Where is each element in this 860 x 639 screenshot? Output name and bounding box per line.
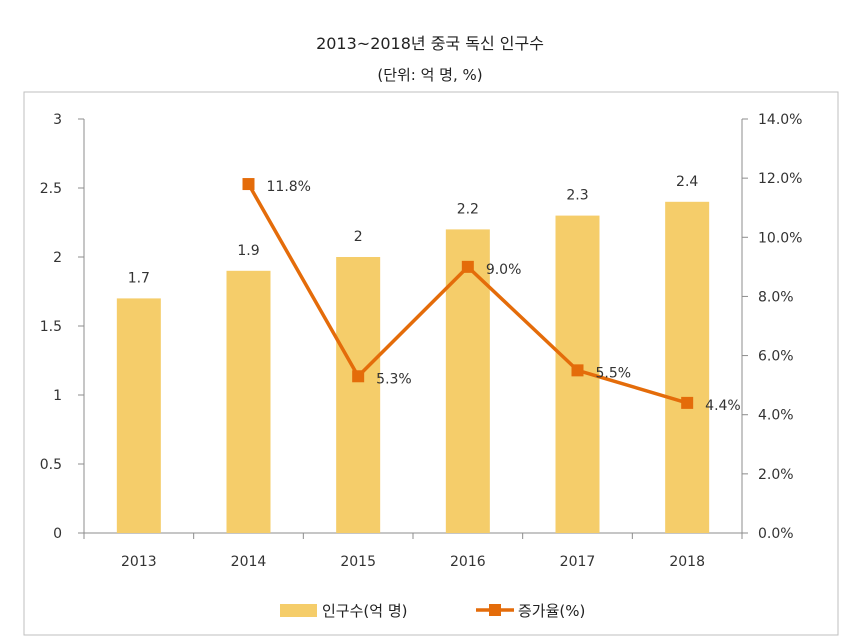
line-data-label: 5.5%	[596, 365, 632, 381]
right-tick-label: 8.0%	[758, 289, 794, 305]
line-point-marker	[352, 370, 365, 383]
chart-title: 2013~2018년 중국 독신 인구수	[316, 34, 544, 53]
left-tick-label: 2.5	[40, 181, 62, 197]
bar	[665, 201, 710, 534]
right-tick-label: 12.0%	[758, 171, 802, 187]
line-series: 11.8% 5.3% 9.0% 5.5% 4.4%	[242, 178, 741, 414]
x-tick-label: 2018	[669, 554, 705, 570]
left-tick-label: 0	[53, 526, 62, 542]
bar-data-label: 2.4	[676, 174, 698, 190]
line-data-label: 11.8%	[267, 179, 311, 195]
line-data-label: 5.3%	[376, 371, 412, 387]
bar-data-label: 1.9	[237, 243, 259, 259]
legend-swatch-bar	[280, 604, 317, 617]
right-tick-label: 4.0%	[758, 408, 794, 424]
line-point-marker	[681, 396, 694, 409]
legend: 인구수(억 명) 증가율(%)	[280, 602, 585, 620]
line-data-label: 4.4%	[705, 398, 741, 414]
axes: 0 0.5 1 1.5 2 2.5 3 0.0% 2.0% 4.0% 6.0% 8.0% 10.0% 12…	[40, 112, 803, 570]
bar	[226, 270, 271, 533]
legend-label-bar: 인구수(억 명)	[322, 602, 407, 620]
left-tick-label: 0.5	[40, 457, 62, 473]
legend-swatch-marker	[489, 604, 501, 616]
right-tick-label: 14.0%	[758, 112, 802, 128]
x-tick-label: 2013	[121, 554, 157, 570]
line-data-label: 9.0%	[486, 262, 522, 278]
x-tick-label: 2014	[231, 554, 267, 570]
bar-data-label: 2.3	[566, 188, 588, 204]
legend-label-line: 증가율(%)	[518, 602, 585, 620]
left-tick-label: 2	[53, 250, 62, 266]
x-tick-label: 2015	[340, 554, 376, 570]
line-point-marker	[461, 260, 474, 273]
left-tick-label: 1.5	[40, 319, 62, 335]
left-tick-label: 3	[53, 112, 62, 128]
bar	[445, 229, 490, 533]
bar-series: 1.7 1.9 2 2.2 2.3 2.4	[116, 174, 710, 534]
right-tick-label: 10.0%	[758, 230, 802, 246]
right-tick-label: 0.0%	[758, 526, 794, 542]
line-point-marker	[571, 364, 584, 377]
bar-data-label: 2.2	[457, 201, 479, 217]
bar	[336, 257, 381, 533]
left-tick-label: 1	[53, 388, 62, 404]
bar-data-label: 1.7	[128, 270, 150, 286]
right-tick-label: 2.0%	[758, 467, 794, 483]
bar-data-label: 2	[354, 229, 363, 245]
x-tick-label: 2016	[450, 554, 486, 570]
bar	[116, 298, 161, 533]
line-point-marker	[242, 178, 255, 191]
x-tick-label: 2017	[560, 554, 596, 570]
chart-frame	[23, 91, 839, 636]
chart-subtitle: (단위: 억 명, %)	[377, 66, 483, 84]
right-tick-label: 6.0%	[758, 349, 794, 365]
